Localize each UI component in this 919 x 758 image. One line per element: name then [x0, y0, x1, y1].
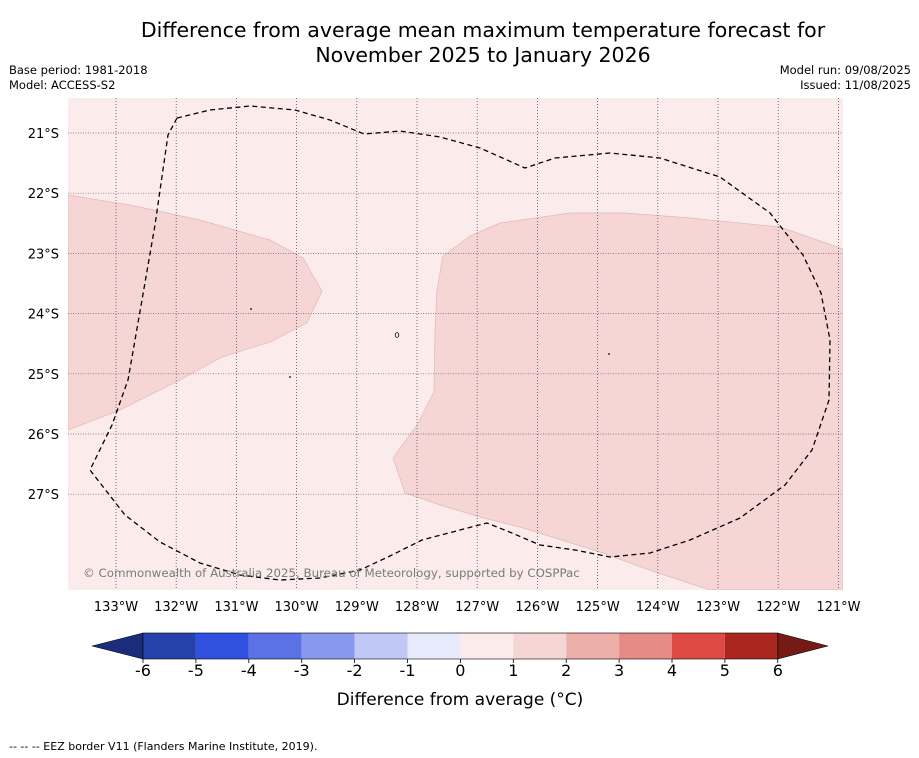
colorbar-tick-label: -6 [135, 661, 151, 680]
colorbar-tick-label: -5 [188, 661, 204, 680]
lon-label: 121°W [816, 600, 860, 615]
lat-label: 27°S [28, 488, 59, 503]
colorbar-segment [248, 633, 302, 659]
lon-label: 125°W [576, 600, 620, 615]
anomaly-region-west [68, 194, 323, 431]
colorbar-segment [566, 633, 620, 659]
lat-label: 24°S [28, 308, 59, 323]
colorbar-tick-label: -1 [400, 661, 416, 680]
lon-label: 132°W [154, 600, 198, 615]
gridlines [68, 98, 843, 590]
lon-label: 131°W [214, 600, 258, 615]
colorbar-tick-label: 3 [614, 661, 624, 680]
colorbar-segment [724, 633, 778, 659]
title-line-2: November 2025 to January 2026 [315, 43, 651, 67]
lat-label: 26°S [28, 428, 59, 443]
lon-label: 126°W [515, 600, 559, 615]
colorbar-tick-label: 5 [720, 661, 730, 680]
colorbar-label: Difference from average (°C) [337, 690, 584, 710]
colorbar-tick-label: -3 [294, 661, 310, 680]
lon-label: 133°W [94, 600, 138, 615]
colorbar-tick-label: 1 [508, 661, 518, 680]
lat-label: 22°S [28, 187, 59, 202]
title-line-1: Difference from average mean maximum tem… [140, 18, 826, 42]
eez-border [89, 105, 831, 581]
island-dot [289, 376, 291, 378]
model-run: Model run: 09/08/2025 [779, 63, 911, 77]
colorbar-tick-label: 2 [561, 661, 571, 680]
colorbar-segment [301, 633, 355, 659]
longitude-labels: 133°W 132°W 131°W 130°W 129°W 128°W 127°W 126°W… [94, 600, 861, 615]
lon-label: 129°W [335, 600, 379, 615]
colorbar-segment [407, 633, 461, 659]
lat-label: 25°S [28, 368, 59, 383]
lon-label: 127°W [455, 600, 499, 615]
island-outline [394, 332, 400, 338]
colorbar-segment [195, 633, 249, 659]
latitude-labels: 21°S 22°S 23°S 24°S 25°S 26°S 27°S [28, 127, 59, 503]
lat-label: 23°S [28, 247, 59, 262]
colorbar-tick-label: 4 [667, 661, 677, 680]
eez-footnote: -- -- -- EEZ border V11 (Flanders Marine… [9, 740, 318, 753]
colorbar-extend-low [91, 632, 144, 660]
colorbar: -6 -5 -4 -3 -2 -1 0 1 2 3 4 5 6 [91, 632, 829, 680]
colorbar-segment [460, 633, 514, 659]
lon-label: 123°W [696, 600, 740, 615]
base-period: Base period: 1981-2018 [9, 63, 148, 77]
colorbar-segment [619, 633, 672, 659]
lon-label: 124°W [636, 600, 680, 615]
copyright-notice: © Commonwealth of Australia 2025, Bureau… [83, 566, 580, 580]
colorbar-segment [513, 633, 567, 659]
colorbar-tick-label: -4 [241, 661, 257, 680]
colorbar-tick-label: 6 [773, 661, 783, 680]
lon-label: 130°W [275, 600, 319, 615]
colorbar-tick-label: -2 [347, 661, 363, 680]
colorbar-tick-label: 0 [455, 661, 465, 680]
issued-date: Issued: 11/08/2025 [800, 78, 911, 92]
lon-label: 128°W [395, 600, 439, 615]
colorbar-extend-high [777, 632, 829, 660]
lon-label: 122°W [756, 600, 800, 615]
model-name: Model: ACCESS-S2 [9, 78, 116, 92]
island-dot [608, 353, 610, 355]
colorbar-segment [354, 633, 408, 659]
island-dot [250, 308, 252, 310]
colorbar-segment [143, 633, 196, 659]
lat-label: 21°S [28, 127, 59, 142]
meta-right: Model run: 09/08/2025 Issued: 11/08/2025 [780, 63, 911, 93]
colorbar-segment [672, 633, 725, 659]
meta-left: Base period: 1981-2018 Model: ACCESS-S2 [9, 63, 148, 93]
chart-title: Difference from average mean maximum tem… [0, 18, 919, 68]
